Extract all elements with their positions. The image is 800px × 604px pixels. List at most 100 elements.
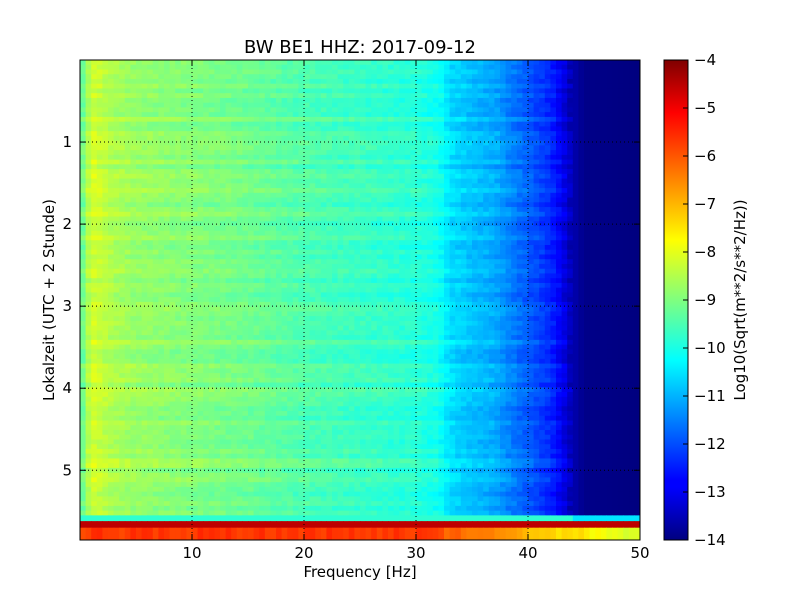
heatmap-cell	[242, 278, 249, 284]
heatmap-cell	[561, 88, 568, 94]
heatmap-cell	[259, 192, 266, 199]
heatmap-cell	[544, 116, 551, 123]
heatmap-cell	[360, 268, 367, 275]
heatmap-cell	[382, 188, 389, 194]
heatmap-cell	[113, 226, 120, 232]
heatmap-cell	[494, 221, 501, 227]
heatmap-cell	[500, 273, 507, 279]
heatmap-cell	[337, 159, 344, 165]
heatmap-cell	[208, 78, 215, 85]
heatmap-cell	[186, 282, 193, 289]
heatmap-cell	[96, 60, 103, 66]
heatmap-cell	[505, 121, 512, 128]
heatmap-cell	[606, 74, 613, 80]
heatmap-cell	[516, 282, 523, 289]
heatmap-cell	[382, 97, 389, 104]
heatmap-cell	[136, 221, 143, 227]
heatmap-cell	[192, 278, 199, 284]
heatmap-cell	[124, 145, 131, 151]
heatmap-cell	[80, 145, 87, 151]
heatmap-cell	[85, 207, 92, 213]
heatmap-cell	[287, 173, 294, 180]
heatmap-cell	[488, 221, 495, 227]
heatmap-cell	[455, 226, 462, 232]
heatmap-cell	[108, 97, 115, 104]
heatmap-cell	[152, 169, 159, 175]
heatmap-cell	[337, 226, 344, 232]
heatmap-cell	[567, 60, 574, 66]
heatmap-cell	[80, 292, 87, 298]
heatmap-cell	[432, 78, 439, 85]
heatmap-cell	[315, 183, 322, 189]
heatmap-cell	[477, 254, 484, 260]
heatmap-cell	[309, 102, 316, 109]
heatmap-cell	[236, 259, 243, 265]
heatmap-cell	[617, 268, 624, 275]
heatmap-cell	[192, 126, 199, 132]
heatmap-cell	[208, 164, 215, 170]
heatmap-cell	[371, 145, 378, 151]
heatmap-cell	[382, 245, 389, 251]
heatmap-cell	[371, 64, 378, 71]
heatmap-cell	[578, 287, 585, 294]
heatmap-cell	[259, 145, 266, 151]
heatmap-cell	[130, 202, 137, 208]
heatmap-cell	[315, 159, 322, 165]
heatmap-cell	[634, 164, 640, 170]
heatmap-cell	[203, 197, 210, 203]
heatmap-cell	[628, 183, 635, 189]
heatmap-cell	[416, 245, 423, 251]
heatmap-cell	[488, 102, 495, 109]
heatmap-cell	[248, 226, 255, 232]
heatmap-cell	[444, 249, 451, 256]
heatmap-cell	[320, 235, 327, 241]
heatmap-cell	[354, 268, 361, 275]
heatmap-cell	[376, 131, 383, 137]
heatmap-cell	[354, 202, 361, 208]
heatmap-cell	[511, 145, 518, 151]
heatmap-cell	[203, 216, 210, 222]
heatmap-cell	[113, 60, 120, 66]
heatmap-cell	[628, 282, 635, 289]
heatmap-cell	[494, 83, 501, 90]
heatmap-cell	[292, 245, 299, 251]
heatmap-cell	[388, 126, 395, 132]
heatmap-cell	[572, 116, 579, 123]
heatmap-cell	[595, 211, 602, 218]
heatmap-cell	[136, 126, 143, 132]
heatmap-cell	[466, 183, 473, 189]
heatmap-cell	[404, 263, 411, 270]
heatmap-cell	[617, 74, 624, 80]
heatmap-cell	[578, 173, 585, 180]
heatmap-cell	[589, 197, 596, 203]
heatmap-cell	[567, 107, 574, 113]
heatmap-cell	[584, 140, 591, 146]
heatmap-cell	[628, 216, 635, 222]
heatmap-cell	[623, 116, 630, 123]
heatmap-cell	[259, 197, 266, 203]
heatmap-cell	[399, 159, 406, 165]
heatmap-cell	[589, 135, 596, 142]
heatmap-cell	[164, 116, 171, 123]
heatmap-cell	[320, 188, 327, 194]
heatmap-cell	[567, 216, 574, 222]
heatmap-cell	[320, 150, 327, 156]
heatmap-cell	[124, 216, 131, 222]
heatmap-cell	[214, 131, 221, 137]
heatmap-cell	[488, 259, 495, 265]
heatmap-cell	[96, 211, 103, 218]
heatmap-cell	[147, 197, 154, 203]
heatmap-cell	[600, 164, 607, 170]
heatmap-cell	[606, 183, 613, 189]
heatmap-cell	[253, 216, 260, 222]
heatmap-cell	[472, 83, 479, 90]
heatmap-cell	[544, 93, 551, 99]
heatmap-cell	[169, 178, 176, 184]
heatmap-cell	[600, 88, 607, 94]
heatmap-cell	[315, 211, 322, 218]
heatmap-cell	[488, 235, 495, 241]
heatmap-cell	[281, 192, 288, 199]
heatmap-cell	[186, 254, 193, 260]
heatmap-cell	[516, 173, 523, 180]
heatmap-cell	[108, 159, 115, 165]
